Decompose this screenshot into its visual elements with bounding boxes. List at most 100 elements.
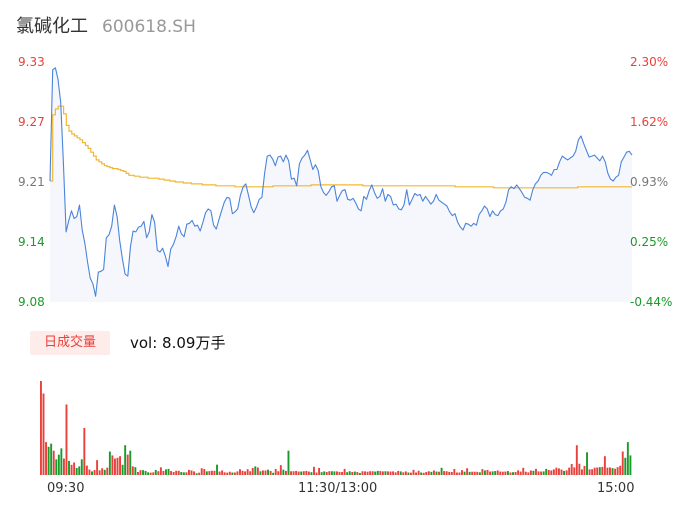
volume-bar bbox=[93, 469, 96, 475]
volume-bar bbox=[389, 471, 392, 475]
volume-bar bbox=[575, 445, 578, 475]
volume-bar bbox=[228, 471, 231, 475]
volume-bar bbox=[461, 470, 463, 475]
volume-bar bbox=[172, 472, 175, 475]
y-tick-price-0: 9.33 bbox=[18, 55, 45, 69]
volume-bars-layer bbox=[40, 381, 632, 475]
volume-bar bbox=[73, 462, 76, 475]
time-label-open: 09:30 bbox=[47, 481, 85, 496]
volume-bar bbox=[205, 471, 208, 475]
volume-bar bbox=[55, 459, 58, 475]
volume-bar bbox=[75, 467, 78, 475]
y-tick-percent-0: 2.30% bbox=[630, 55, 669, 69]
volume-bar bbox=[351, 472, 354, 475]
volume-bar bbox=[114, 458, 116, 475]
volume-bar bbox=[397, 470, 400, 475]
volume-bar bbox=[307, 471, 310, 475]
volume-bar bbox=[101, 468, 104, 475]
price-lines-layer bbox=[49, 67, 633, 297]
volume-tab[interactable]: 日成交量 bbox=[30, 331, 110, 355]
volume-summary: vol: 8.09万手 bbox=[130, 334, 226, 352]
volume-bar bbox=[463, 471, 466, 475]
y-tick-percent-1: 1.62% bbox=[630, 115, 669, 129]
volume-bar bbox=[292, 471, 295, 475]
volume-bar bbox=[445, 471, 448, 475]
y-tick-percent-4: -0.44% bbox=[630, 295, 673, 309]
volume-bar bbox=[333, 471, 336, 475]
volume-bar bbox=[491, 471, 494, 475]
average-price-line bbox=[50, 105, 632, 189]
volume-bar bbox=[290, 471, 292, 475]
volume-bar bbox=[241, 470, 244, 475]
volume-bar bbox=[565, 470, 568, 475]
volume-bar bbox=[422, 472, 425, 475]
volume-bar bbox=[147, 472, 150, 475]
volume-bar bbox=[284, 470, 287, 475]
volume-bar bbox=[394, 472, 397, 475]
volume-bar bbox=[512, 472, 514, 475]
volume-bar bbox=[476, 471, 479, 475]
volume-bar bbox=[540, 471, 543, 475]
volume-bar bbox=[267, 469, 270, 475]
volume-bar bbox=[606, 467, 609, 475]
volume-bar bbox=[131, 466, 134, 475]
y-tick-price-3: 9.14 bbox=[18, 235, 45, 249]
volume-bar bbox=[313, 466, 315, 475]
volume-bar bbox=[52, 450, 55, 475]
volume-bar bbox=[182, 472, 185, 475]
volume-bar bbox=[573, 467, 576, 475]
volume-bar bbox=[42, 393, 45, 475]
volume-bar bbox=[369, 471, 372, 475]
volume-bar bbox=[203, 469, 206, 475]
volume-bar bbox=[300, 471, 303, 475]
volume-bar bbox=[420, 472, 423, 475]
volume-bar bbox=[624, 457, 627, 475]
volume-bar bbox=[83, 428, 86, 475]
volume-bar bbox=[159, 467, 162, 475]
y-tick-price-1: 9.27 bbox=[18, 115, 45, 129]
volume-bar bbox=[358, 472, 361, 475]
volume-bar bbox=[374, 471, 377, 475]
volume-bar bbox=[295, 470, 298, 475]
volume-bar bbox=[580, 469, 583, 475]
volume-bar bbox=[279, 465, 282, 475]
volume-bar bbox=[185, 472, 188, 475]
volume-bar bbox=[524, 471, 527, 475]
volume-bar bbox=[346, 472, 349, 475]
volume-bar bbox=[262, 470, 264, 475]
volume-bar bbox=[381, 471, 384, 475]
volume-bar bbox=[440, 467, 443, 475]
volume-bar bbox=[412, 469, 415, 475]
volume-bar bbox=[343, 468, 346, 475]
volume-bar bbox=[323, 471, 326, 475]
volume-bar bbox=[233, 472, 236, 475]
volume-bar bbox=[404, 471, 407, 475]
volume-bar bbox=[244, 471, 247, 475]
volume-bar bbox=[124, 445, 127, 475]
volume-bar bbox=[320, 472, 323, 475]
volume-bar bbox=[272, 472, 275, 475]
volume-bar bbox=[435, 471, 438, 475]
volume-bar bbox=[328, 471, 331, 475]
volume-bar bbox=[70, 464, 73, 475]
volume-bar bbox=[231, 472, 234, 475]
volume-bar bbox=[496, 470, 499, 475]
volume-bar bbox=[136, 472, 139, 475]
stock-name: 氯碱化工 bbox=[16, 16, 88, 37]
volume-bar bbox=[152, 472, 155, 475]
volume-bar bbox=[517, 470, 520, 475]
volume-bar bbox=[486, 469, 489, 475]
volume-bar bbox=[315, 472, 318, 475]
volume-bar bbox=[547, 469, 550, 475]
volume-bar bbox=[598, 467, 601, 475]
volume-bar bbox=[489, 471, 492, 475]
volume-bar bbox=[366, 471, 369, 475]
volume-bar bbox=[552, 469, 555, 475]
volume-bar bbox=[443, 471, 446, 475]
volume-bar bbox=[417, 470, 420, 475]
volume-bar bbox=[302, 471, 305, 475]
volume-bar bbox=[593, 467, 596, 475]
volume-bar bbox=[578, 463, 581, 475]
volume-bar bbox=[471, 471, 474, 475]
volume-bar bbox=[119, 456, 122, 475]
